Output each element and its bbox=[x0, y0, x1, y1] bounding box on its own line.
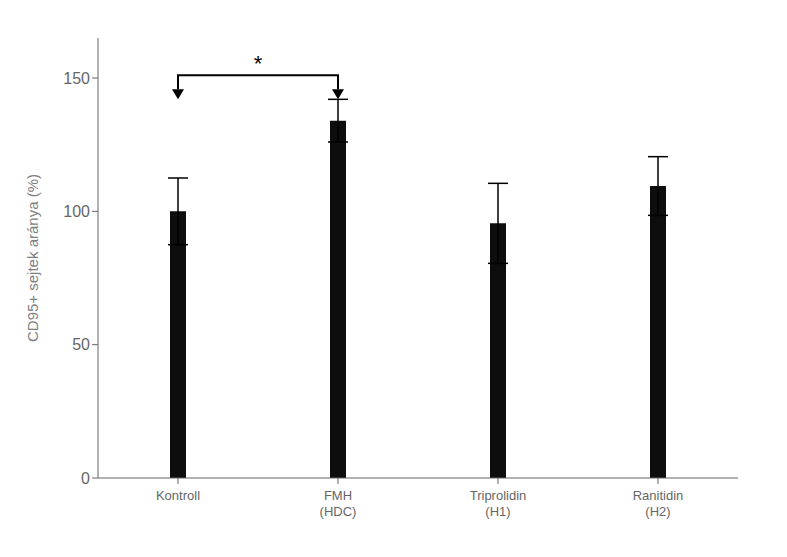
svg-text:Ranitidin(H2): Ranitidin(H2) bbox=[633, 488, 684, 519]
svg-text:Triprolidin(H1): Triprolidin(H1) bbox=[470, 488, 527, 519]
svg-text:*: * bbox=[254, 51, 263, 76]
svg-text:CD95+ sejtek aránya (%): CD95+ sejtek aránya (%) bbox=[24, 174, 41, 342]
svg-text:150: 150 bbox=[63, 70, 90, 87]
svg-text:FMH(HDC): FMH(HDC) bbox=[320, 488, 357, 519]
svg-text:Kontroll: Kontroll bbox=[156, 488, 200, 503]
svg-text:50: 50 bbox=[72, 336, 90, 353]
svg-text:100: 100 bbox=[63, 203, 90, 220]
svg-text:0: 0 bbox=[81, 470, 90, 487]
